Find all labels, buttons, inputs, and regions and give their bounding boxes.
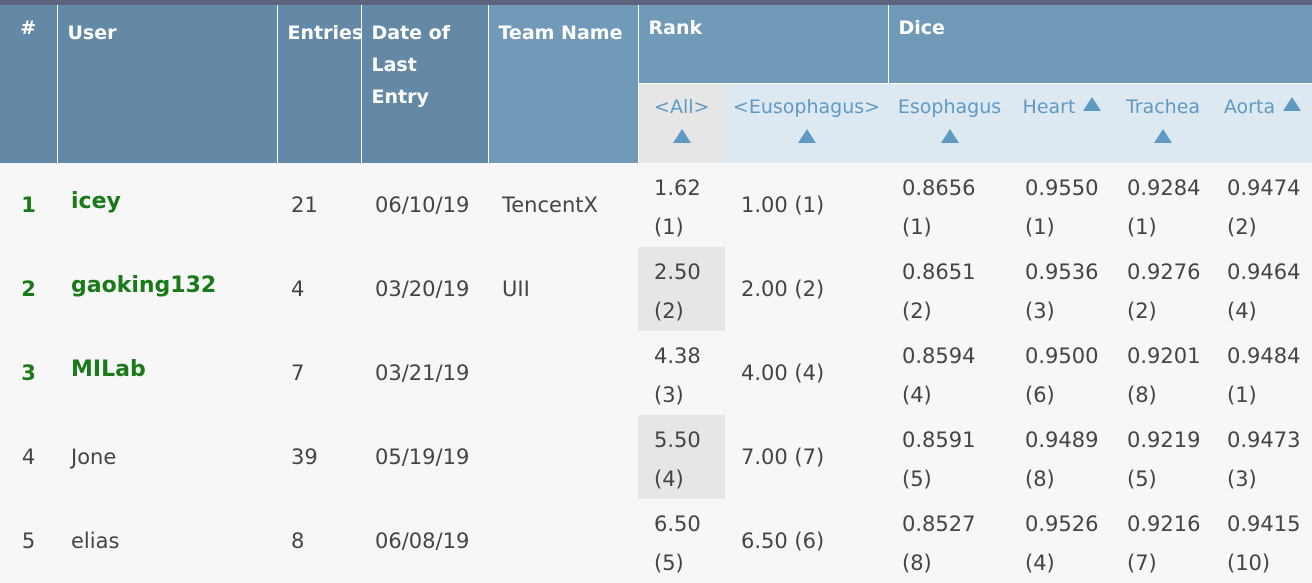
row-rank-eusophagus: 7.00 (7)	[741, 444, 825, 469]
row-team: TencentX	[502, 192, 598, 217]
row-rank: 4	[21, 444, 36, 469]
top-accent-bar	[0, 0, 1312, 5]
triangle-up-icon	[940, 128, 959, 143]
row-date: 06/10/19	[375, 192, 470, 217]
table-row: 1 icey 21 06/10/19 TencentX 1.62 (1) 1.00…	[0, 163, 1312, 247]
row-dice-trachea: 0.9201 (8)	[1127, 344, 1201, 407]
row-dice-esophagus: 0.8591 (5)	[902, 428, 976, 491]
sort-dice-esophagus[interactable]: Esophagus	[888, 83, 1011, 163]
table-row: 5 elias 8 06/08/19 6.50 (5) 6.50 (6) 0.85…	[0, 499, 1312, 583]
table-row: 2 gaoking132 4 03/20/19 UII 2.50 (2) 2.00…	[0, 247, 1312, 331]
col-header-team-name[interactable]: Team Name	[488, 5, 639, 163]
row-team	[488, 499, 638, 583]
col-header-entries[interactable]: Entries	[277, 5, 363, 163]
leaderboard-table: # User Entries Date of Last Entry Team Na…	[0, 5, 1312, 583]
row-rank-all: 6.50 (5)	[654, 512, 701, 575]
row-user-link[interactable]: MILab	[71, 356, 146, 382]
row-rank-eusophagus: 2.00 (2)	[741, 276, 825, 301]
row-dice-esophagus: 0.8651 (2)	[902, 260, 976, 323]
row-rank-eusophagus: 6.50 (6)	[741, 528, 825, 553]
row-dice-esophagus: 0.8656 (1)	[902, 176, 976, 239]
col-group-dice: Dice	[888, 5, 1312, 84]
sort-dice-heart[interactable]: Heart	[1011, 83, 1113, 163]
row-dice-aorta: 0.9464 (4)	[1227, 260, 1301, 323]
row-dice-trachea: 0.9276 (2)	[1127, 260, 1201, 323]
row-rank: 3	[21, 360, 36, 385]
row-dice-esophagus: 0.8527 (8)	[902, 512, 976, 575]
row-team	[488, 415, 638, 499]
row-entries: 7	[291, 360, 305, 385]
sort-rank-eusophagus[interactable]: <Eusophagus>	[725, 83, 888, 163]
row-dice-trachea: 0.9219 (5)	[1127, 428, 1201, 491]
sort-dice-trachea[interactable]: Trachea	[1113, 83, 1213, 163]
row-rank-eusophagus: 1.00 (1)	[741, 192, 825, 217]
row-rank: 1	[21, 192, 36, 217]
sort-dice-aorta[interactable]: Aorta	[1213, 83, 1312, 163]
row-team: UII	[502, 276, 530, 301]
row-dice-heart: 0.9536 (3)	[1025, 260, 1099, 323]
row-entries: 8	[291, 528, 305, 553]
row-rank-all: 2.50 (2)	[638, 247, 725, 331]
row-dice-aorta: 0.9484 (1)	[1227, 344, 1301, 407]
triangle-up-icon	[672, 128, 691, 143]
row-date: 03/20/19	[375, 276, 470, 301]
triangle-up-icon	[1154, 128, 1172, 143]
row-entries: 4	[291, 276, 305, 301]
row-rank-eusophagus: 4.00 (4)	[741, 360, 825, 385]
row-dice-trachea: 0.9284 (1)	[1127, 176, 1201, 239]
col-header-date-last-entry[interactable]: Date of Last Entry	[361, 5, 489, 163]
row-user: elias	[71, 528, 120, 553]
row-user: Jone	[71, 444, 117, 469]
row-dice-aorta: 0.9415 (10)	[1227, 512, 1301, 575]
col-header-rank-number: #	[0, 5, 58, 163]
row-rank-all: 4.38 (3)	[654, 344, 701, 407]
row-rank-all: 1.62 (1)	[654, 176, 701, 239]
triangle-up-icon	[1083, 97, 1102, 111]
triangle-up-icon	[797, 128, 816, 143]
triangle-up-icon	[1283, 97, 1302, 111]
row-dice-trachea: 0.9216 (7)	[1127, 512, 1201, 575]
row-dice-heart: 0.9550 (1)	[1025, 176, 1099, 239]
row-rank: 5	[21, 528, 36, 553]
col-group-rank: Rank	[638, 5, 889, 84]
table-row: 4 Jone 39 05/19/19 5.50 (4) 7.00 (7) 0.85…	[0, 415, 1312, 499]
row-date: 05/19/19	[375, 444, 470, 469]
row-user-link[interactable]: gaoking132	[71, 272, 217, 298]
row-rank-all: 5.50 (4)	[638, 415, 725, 499]
row-dice-aorta: 0.9473 (3)	[1227, 428, 1301, 491]
sort-rank-all[interactable]: <All>	[638, 83, 725, 163]
row-rank: 2	[21, 276, 36, 301]
row-user-link[interactable]: icey	[71, 188, 121, 214]
row-entries: 39	[291, 444, 318, 469]
row-dice-esophagus: 0.8594 (4)	[902, 344, 976, 407]
row-dice-aorta: 0.9474 (2)	[1227, 176, 1301, 239]
row-dice-heart: 0.9500 (6)	[1025, 344, 1099, 407]
row-team	[488, 331, 638, 415]
col-header-user[interactable]: User	[57, 5, 278, 163]
row-dice-heart: 0.9526 (4)	[1025, 512, 1099, 575]
row-entries: 21	[291, 192, 318, 217]
row-date: 03/21/19	[375, 360, 470, 385]
row-date: 06/08/19	[375, 528, 470, 553]
row-dice-heart: 0.9489 (8)	[1025, 428, 1099, 491]
table-row: 3 MILab 7 03/21/19 4.38 (3) 4.00 (4) 0.85…	[0, 331, 1312, 415]
